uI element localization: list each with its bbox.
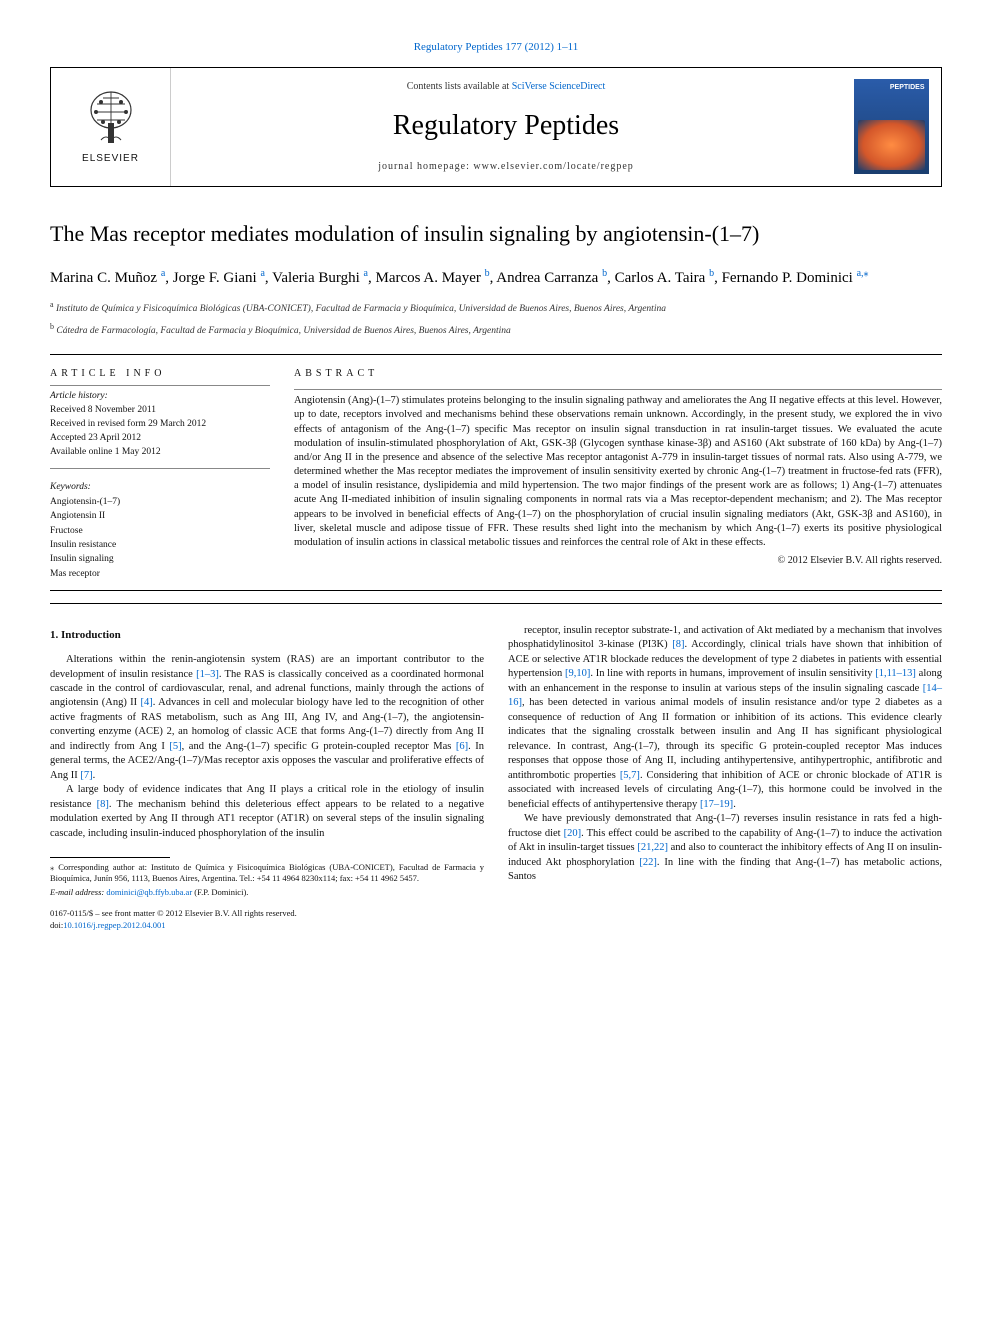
ref-link[interactable]: [5]	[169, 741, 181, 752]
ref-link[interactable]: [1,11–13]	[875, 668, 916, 679]
corresponding-author-note: ⁎ Corresponding author at: Instituto de …	[50, 862, 484, 884]
ref-link[interactable]: [5,7]	[620, 770, 640, 781]
intro-p1: Alterations within the renin-angiotensin…	[50, 653, 484, 783]
author-list: Marina C. Muñoz a, Jorge F. Giani a, Val…	[50, 267, 942, 289]
article-title: The Mas receptor mediates modulation of …	[50, 219, 942, 250]
journal-cover-box: PEPTIDES	[841, 68, 941, 185]
abstract-heading: abstract	[294, 367, 942, 381]
keyword: Insulin resistance	[50, 539, 270, 552]
affiliation: a Instituto de Química y Fisicoquímica B…	[50, 299, 942, 316]
intro-p4: We have previously demonstrated that Ang…	[508, 812, 942, 884]
history-line: Received in revised form 29 March 2012	[50, 418, 270, 431]
cover-title: PEPTIDES	[858, 83, 925, 93]
intro-heading: 1. Introduction	[50, 628, 484, 643]
ref-link[interactable]: [8]	[672, 639, 684, 650]
ref-link[interactable]: [7]	[80, 770, 92, 781]
ref-link[interactable]: [6]	[456, 741, 468, 752]
history-line: Available online 1 May 2012	[50, 446, 270, 459]
keyword: Fructose	[50, 525, 270, 538]
publisher-logo-box: ELSEVIER	[51, 68, 171, 185]
section-rule-double	[50, 603, 942, 604]
ref-link[interactable]: [20]	[564, 828, 582, 839]
sciverse-link[interactable]: SciVerse ScienceDirect	[512, 81, 606, 92]
front-matter-line: 0167-0115/$ – see front matter © 2012 El…	[50, 908, 484, 919]
doi-link[interactable]: 10.1016/j.regpep.2012.04.001	[63, 920, 165, 930]
thin-rule	[50, 385, 270, 386]
abstract-text: Angiotensin (Ang)-(1–7) stimulates prote…	[294, 394, 942, 550]
cover-art-icon	[858, 120, 925, 170]
footnote-rule	[50, 857, 170, 858]
ref-link[interactable]: [9,10]	[565, 668, 590, 679]
ref-link[interactable]: [21,22]	[637, 842, 668, 853]
footnotes: ⁎ Corresponding author at: Instituto de …	[50, 862, 484, 898]
keywords-head: Keywords:	[50, 481, 270, 494]
bottom-meta: 0167-0115/$ – see front matter © 2012 El…	[50, 908, 484, 930]
ref-link[interactable]: [17–19]	[700, 799, 733, 810]
section-rule	[50, 590, 942, 591]
doi-line: doi:10.1016/j.regpep.2012.04.001	[50, 920, 484, 931]
keyword: Insulin signaling	[50, 553, 270, 566]
affiliation: b Cátedra de Farmacología, Facultad de F…	[50, 321, 942, 338]
contents-prefix: Contents lists available at	[407, 81, 512, 92]
journal-cover-image: PEPTIDES	[854, 79, 929, 174]
section-rule	[50, 354, 942, 355]
keyword: Angiotensin II	[50, 510, 270, 523]
elsevier-text: ELSEVIER	[82, 152, 139, 166]
info-abstract-row: article info Article history: Received 8…	[50, 367, 942, 582]
email-link[interactable]: dominici@qb.ffyb.uba.ar	[106, 887, 192, 897]
article-info-heading: article info	[50, 367, 270, 381]
keyword: Mas receptor	[50, 568, 270, 581]
intro-p3: receptor, insulin receptor substrate-1, …	[508, 624, 942, 812]
thin-rule	[50, 468, 270, 469]
journal-header: ELSEVIER Contents lists available at Sci…	[50, 67, 942, 186]
thin-rule	[294, 389, 942, 390]
keyword: Angiotensin-(1–7)	[50, 496, 270, 509]
article-info-col: article info Article history: Received 8…	[50, 367, 270, 582]
header-center: Contents lists available at SciVerse Sci…	[171, 68, 841, 185]
intro-p2: A large body of evidence indicates that …	[50, 783, 484, 841]
ref-link[interactable]: [22]	[639, 857, 657, 868]
elsevier-logo: ELSEVIER	[81, 88, 141, 166]
article-history-head: Article history:	[50, 390, 270, 403]
abstract-col: abstract Angiotensin (Ang)-(1–7) stimula…	[294, 367, 942, 582]
contents-lists-line: Contents lists available at SciVerse Sci…	[407, 80, 606, 94]
journal-homepage: journal homepage: www.elsevier.com/locat…	[378, 160, 634, 174]
email-note: E-mail address: dominici@qb.ffyb.uba.ar …	[50, 887, 484, 898]
ref-link[interactable]: [1–3]	[196, 669, 219, 680]
top-citation: Regulatory Peptides 177 (2012) 1–11	[50, 40, 942, 55]
elsevier-tree-icon	[81, 88, 141, 148]
history-line: Accepted 23 April 2012	[50, 432, 270, 445]
ref-link[interactable]: [4]	[141, 697, 153, 708]
history-line: Received 8 November 2011	[50, 404, 270, 417]
body-text: 1. Introduction Alterations within the r…	[50, 624, 942, 931]
journal-name: Regulatory Peptides	[393, 106, 619, 145]
abstract-copyright: © 2012 Elsevier B.V. All rights reserved…	[294, 554, 942, 568]
ref-link[interactable]: [8]	[97, 799, 109, 810]
